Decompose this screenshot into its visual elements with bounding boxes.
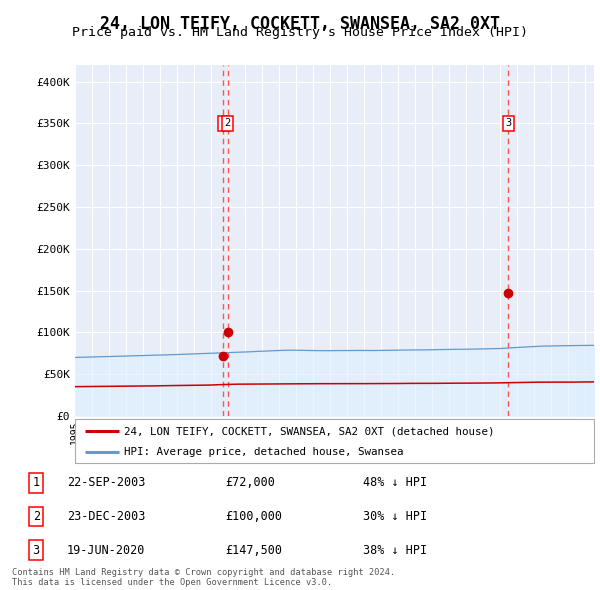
Text: 22-SEP-2003: 22-SEP-2003 [67, 476, 145, 490]
Text: 1: 1 [32, 476, 40, 490]
FancyBboxPatch shape [75, 419, 594, 463]
Text: 3: 3 [505, 119, 512, 129]
Text: 19-JUN-2020: 19-JUN-2020 [67, 543, 145, 557]
Text: £147,500: £147,500 [225, 543, 282, 557]
Text: 38% ↓ HPI: 38% ↓ HPI [364, 543, 427, 557]
Text: £100,000: £100,000 [225, 510, 282, 523]
Text: Contains HM Land Registry data © Crown copyright and database right 2024.
This d: Contains HM Land Registry data © Crown c… [12, 568, 395, 587]
Text: £72,000: £72,000 [225, 476, 275, 490]
Text: 30% ↓ HPI: 30% ↓ HPI [364, 510, 427, 523]
Text: 24, LON TEIFY, COCKETT, SWANSEA, SA2 0XT: 24, LON TEIFY, COCKETT, SWANSEA, SA2 0XT [100, 15, 500, 33]
Text: HPI: Average price, detached house, Swansea: HPI: Average price, detached house, Swan… [124, 447, 404, 457]
Text: 3: 3 [32, 543, 40, 557]
Text: 23-DEC-2003: 23-DEC-2003 [67, 510, 145, 523]
Text: 2: 2 [224, 119, 231, 129]
Text: 48% ↓ HPI: 48% ↓ HPI [364, 476, 427, 490]
Text: 24, LON TEIFY, COCKETT, SWANSEA, SA2 0XT (detached house): 24, LON TEIFY, COCKETT, SWANSEA, SA2 0XT… [124, 427, 495, 436]
Text: 2: 2 [32, 510, 40, 523]
Text: 1: 1 [220, 119, 227, 129]
Text: Price paid vs. HM Land Registry's House Price Index (HPI): Price paid vs. HM Land Registry's House … [72, 26, 528, 39]
